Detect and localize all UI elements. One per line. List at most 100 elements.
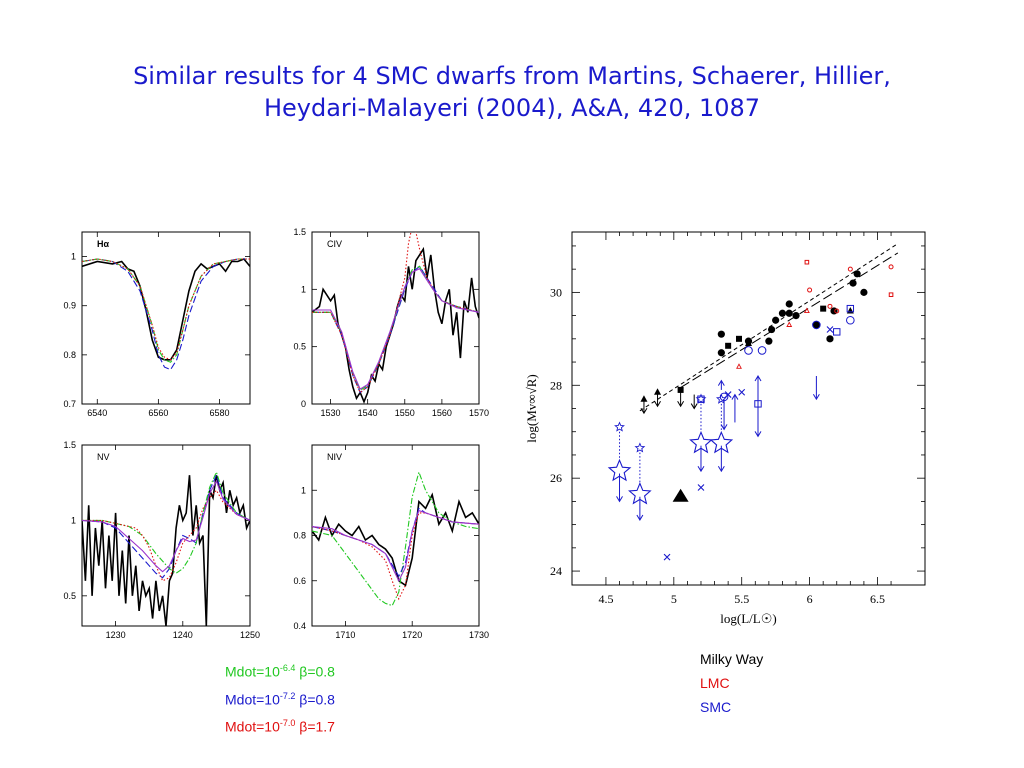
scatter-xlabel: log(L/L☉)	[720, 611, 776, 626]
smc-limit-arrowhead	[717, 465, 725, 473]
smc-point-x	[738, 388, 746, 396]
smc-point-star-small	[634, 442, 646, 453]
legend-red-exp: -7.0	[279, 718, 296, 729]
smc-point-x	[826, 326, 834, 333]
halpha-frame	[81, 231, 251, 405]
mw-point-circle	[767, 325, 776, 334]
civ-xtick-label: 1560	[432, 408, 452, 418]
niv-frame	[311, 444, 480, 627]
civ-series-purple	[312, 268, 479, 390]
halpha-series-green	[82, 258, 250, 363]
legend-smc: SMC	[700, 699, 732, 715]
halpha-series-red	[82, 258, 250, 361]
niv-series-green	[312, 470, 479, 607]
lmc-point-square-open	[888, 292, 894, 298]
civ-ytick-label: 1.5	[293, 227, 306, 237]
mw-point-circle	[778, 309, 787, 317]
mw-point-circle	[860, 288, 868, 296]
niv-xtick-label: 1710	[335, 630, 355, 640]
nv-ytick-label: 1.5	[63, 440, 76, 450]
halpha-series-black	[82, 258, 250, 361]
lmc-point-circle-open	[888, 264, 894, 270]
mw-point-circle	[853, 270, 861, 278]
title-line-1: Similar results for 4 SMC dwarfs from Ma…	[133, 62, 891, 90]
scatter-ytick-label: 30	[550, 285, 562, 299]
legend-milky-way: Milky Way	[700, 651, 764, 667]
slide-title: Similar results for 4 SMC dwarfs from Ma…	[0, 60, 1024, 124]
niv-ytick-label: 1	[301, 485, 306, 495]
scatter-ytick-label: 28	[550, 378, 562, 392]
mw-point-square	[735, 335, 742, 342]
mw-point-circle	[785, 300, 793, 308]
scatter-xtick-label: 6	[807, 592, 813, 606]
smc-point-star-small	[614, 421, 625, 432]
niv-ytick-label: 0.8	[293, 531, 306, 541]
mw-point-circle	[812, 321, 820, 329]
civ-series-red	[312, 232, 479, 394]
civ-xtick-label: 1570	[469, 408, 489, 418]
lmc-point-square-open	[804, 259, 810, 265]
scatter-xtick-label: 5	[671, 592, 677, 606]
niv-series-purple	[312, 509, 479, 583]
smc-up-arrowhead	[754, 375, 762, 382]
mw-point-square	[725, 342, 732, 349]
smc-point-circle-open	[812, 320, 821, 330]
halpha-ytick-label: 0.8	[63, 350, 76, 360]
legend-red-beta: β=1.7	[299, 718, 335, 735]
mw-point-circle	[785, 309, 793, 317]
scatter-ytick-label: 24	[550, 564, 562, 578]
scatter-frame	[571, 231, 926, 586]
mw-point-arrow-down-head	[690, 403, 698, 410]
legend-blue-model: Mdot=10-7.2 β=0.8	[225, 684, 335, 712]
mw-point-circle	[765, 337, 773, 345]
legend-green-beta: β=0.8	[299, 663, 335, 680]
smc-limit-arrowhead	[616, 496, 623, 503]
scatter-xtick-label: 6.5	[870, 592, 885, 606]
civ-ytick-label: 0.5	[293, 342, 306, 352]
legend-red-prefix: Mdot=10	[225, 718, 280, 735]
nv-ytick-label: 1	[71, 515, 76, 525]
title-line-2: Heydari-Malayeri (2004), A&A, 420, 1087	[263, 94, 761, 122]
smc-limit-arrowhead	[697, 465, 705, 473]
smc-point-star-small	[715, 393, 727, 404]
nv-series-purple	[82, 479, 250, 573]
smc-point-square-open	[833, 328, 841, 336]
halpha-xtick-label: 6560	[148, 408, 168, 418]
civ-panel-label: CIV	[327, 239, 342, 249]
scatter-ytick-label: 26	[550, 471, 562, 485]
mw-point-arrow-down-head	[640, 407, 648, 415]
smc-point-circle-open	[744, 346, 753, 355]
civ-xtick-label: 1550	[395, 408, 415, 418]
lmc-point-triangle-open	[736, 363, 742, 369]
civ-xtick-label: 1530	[321, 408, 341, 418]
nv-series-blue	[82, 473, 250, 579]
mw-point-square	[677, 386, 684, 393]
lmc-point-circle-open	[847, 266, 853, 272]
smc-up-arrowhead	[731, 393, 739, 400]
mw-point-circle	[772, 316, 780, 324]
halpha-ytick-label: 0.9	[63, 301, 76, 311]
legend-red-model: Mdot=10-7.0 β=1.7	[225, 711, 335, 739]
smc-point-star-big	[607, 458, 632, 482]
mw-point-circle	[792, 312, 800, 320]
nv-series-red	[82, 489, 250, 582]
mw-point-arrow-down-head	[677, 400, 685, 408]
mw-point-triangle	[654, 388, 662, 395]
niv-xtick-label: 1730	[469, 630, 489, 640]
mw-point-circle	[717, 330, 725, 338]
smc-point-circle-open	[846, 315, 855, 325]
nv-ytick-label: 0.5	[63, 591, 76, 601]
civ-series-blue	[312, 265, 479, 394]
smc-point-star-big	[709, 430, 734, 454]
smc-point-square-open	[754, 400, 762, 408]
civ-ytick-label: 0	[301, 399, 306, 409]
halpha-panel-label: Hα	[97, 239, 109, 249]
halpha-ytick-label: 1	[71, 252, 76, 262]
lmc-point-triangle-open	[786, 321, 793, 327]
scatter-fit-line	[639, 243, 899, 412]
halpha-series-blue	[82, 258, 250, 371]
niv-ytick-label: 0.4	[293, 621, 306, 631]
smc-point-x	[724, 391, 732, 398]
smc-point-square-open	[846, 304, 855, 313]
